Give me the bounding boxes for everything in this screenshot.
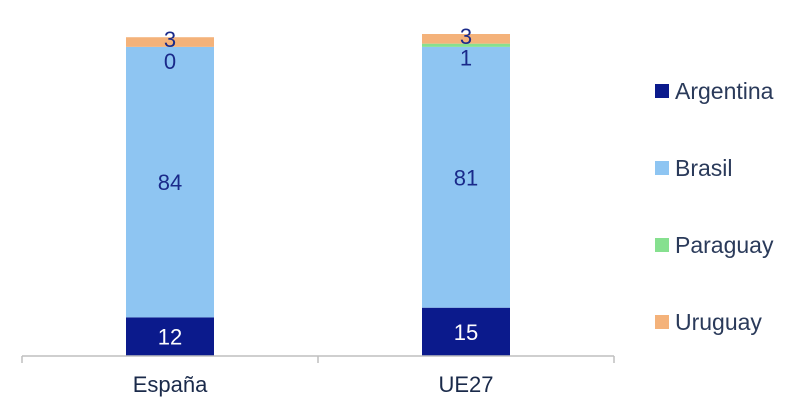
legend-swatch xyxy=(655,84,669,98)
x-tick-label: España xyxy=(133,372,208,397)
bar-segment xyxy=(126,317,214,356)
legend-label: Brasil xyxy=(675,154,733,181)
bar-segment xyxy=(126,37,214,47)
legend-item-argentina: Argentina xyxy=(655,78,773,104)
legend-item-brasil: Brasil xyxy=(655,155,733,181)
legend-item-paraguay: Paraguay xyxy=(655,232,773,258)
x-tick-label: UE27 xyxy=(438,372,493,397)
bar-segment xyxy=(422,34,510,44)
data-label: 12 xyxy=(158,325,182,350)
bar-segment xyxy=(422,46,510,308)
legend-swatch xyxy=(655,238,669,252)
legend-item-uruguay: Uruguay xyxy=(655,309,762,335)
legend-label: Argentina xyxy=(675,77,774,104)
legend-label: Uruguay xyxy=(675,308,762,335)
data-label: 84 xyxy=(158,170,182,195)
legend-label: Paraguay xyxy=(675,231,774,258)
bar-segment xyxy=(422,307,510,356)
data-label: 1 xyxy=(460,46,472,71)
data-label: 3 xyxy=(164,27,176,52)
data-label: 81 xyxy=(454,165,478,190)
data-label: 0 xyxy=(164,49,176,74)
data-label: 15 xyxy=(454,320,478,345)
bar-segment xyxy=(422,43,510,47)
data-label: 3 xyxy=(460,24,472,49)
legend-swatch xyxy=(655,161,669,175)
bar-segment xyxy=(126,46,214,318)
legend-swatch xyxy=(655,315,669,329)
